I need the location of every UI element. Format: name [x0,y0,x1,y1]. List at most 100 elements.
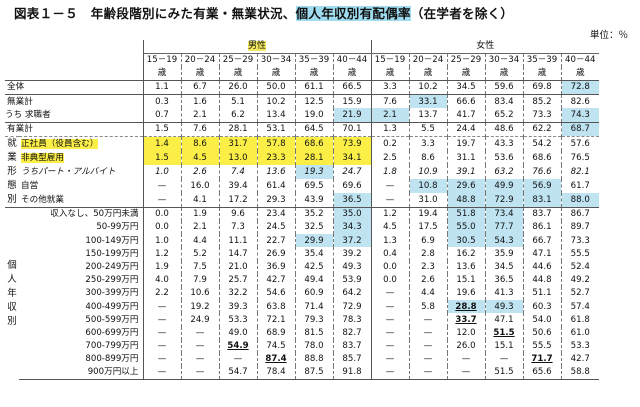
male-value: 24.7 [333,165,371,179]
male-label: 男性 [248,41,266,51]
male-value: 6.2 [219,108,257,122]
male-value: 13.4 [257,108,295,122]
age-unit: 歳 [485,67,523,81]
male-value: 54.7 [219,366,257,380]
data-table: 男性 女性 15－19 20－24 25－29 30－34 35－39 40－44 15－19 2… [5,40,599,380]
table-row: 150-199万円 1.2 5.2 14.7 26.9 35.4 39.2 0.4 2.8 16.… [5,247,599,260]
male-value: 1.9 [181,207,219,221]
female-value: 44.8 [523,274,561,287]
female-value: 77.7 [485,221,523,234]
female-value: 51.8 [447,207,485,221]
female-value: 43.3 [485,136,523,151]
row-label: 500-599万円 [19,313,143,326]
male-value: — [143,340,181,353]
male-value: 83.7 [333,340,371,353]
female-value: 0.4 [371,247,409,260]
male-value: 78.0 [295,340,333,353]
age-unit: 歳 [371,67,409,81]
row-label: 250-299万円 [19,274,143,287]
category-char: 別 [5,193,19,207]
row-label: 400-499万円 [19,300,143,313]
female-value: 1.3 [371,234,409,247]
male-value: 53.9 [333,274,371,287]
age-range: 30－34 [257,54,295,67]
female-value: 59.6 [485,81,523,95]
male-value: — [181,366,219,380]
male-value: 87.4 [257,353,295,366]
male-value: 19.3 [295,165,333,179]
female-value: 2.3 [409,261,447,274]
male-value: 1.4 [143,136,181,151]
male-value: 1.5 [143,122,181,136]
male-value: 8.6 [181,136,219,151]
male-value: 21.0 [219,261,257,274]
male-value: 88.8 [295,353,333,366]
female-value: 30.5 [447,234,485,247]
female-value: 82.1 [561,165,599,179]
row-label: 900万円以上 [19,366,143,380]
age-range: 25－29 [447,54,485,67]
male-value: 54.6 [257,287,295,300]
male-value: 49.4 [295,274,333,287]
female-value: — [409,327,447,340]
female-value: — [371,193,409,208]
male-value: — [143,313,181,326]
male-value: 1.9 [143,261,181,274]
age-range: 15－19 [371,54,409,67]
female-value: 0.0 [371,261,409,274]
female-value: 54.0 [523,313,561,326]
male-value: 7.3 [219,221,257,234]
age-range: 20－24 [409,54,447,67]
male-value: 13.0 [219,151,257,165]
row-label: うち 求職者 [5,108,143,122]
male-value: 0.3 [143,95,181,109]
female-value: 10.8 [409,179,447,193]
male-value: 32.5 [295,221,333,234]
male-value: 26.9 [257,247,295,260]
male-value: 1.1 [143,81,181,95]
table-row: 就業形態別正社員（役員含む） 1.4 8.6 31.7 57.8 68.6 73.9 0.2 3… [5,136,599,151]
male-value: 2.6 [181,165,219,179]
male-value: 37.2 [333,234,371,247]
male-value: 82.7 [333,327,371,340]
header-corner [5,40,19,54]
male-value: 79.3 [295,313,333,326]
age-unit: 歳 [219,67,257,81]
table-row: 400-499万円 —19.2 39.3 63.8 71.4 72.9—5.8 28.8 49… [5,300,599,313]
female-value: 72.9 [485,193,523,208]
male-value: — [181,327,219,340]
male-value: 12.5 [295,95,333,109]
female-value: 55.0 [447,221,485,234]
female-value: 60.3 [523,300,561,313]
female-value: 85.2 [523,95,561,109]
male-value: 70.1 [333,122,371,136]
header-blank [5,54,19,67]
female-value: — [371,179,409,193]
male-value: 26.0 [219,81,257,95]
female-value: — [485,353,523,366]
female-value: 0.2 [371,136,409,151]
male-value: 2.1 [181,221,219,234]
female-value: 69.8 [523,81,561,95]
female-value: 5.8 [409,300,447,313]
female-value: 49.9 [485,179,523,193]
male-value: 0.7 [143,108,181,122]
male-value: 43.9 [295,193,333,208]
female-value: 0.0 [371,274,409,287]
female-value: 63.2 [485,165,523,179]
female-value: 39.1 [447,165,485,179]
female-value: 62.2 [523,122,561,136]
female-value: — [371,300,409,313]
age-range: 35－39 [295,54,333,67]
age-unit: 歳 [447,67,485,81]
female-value: 72.8 [561,81,599,95]
female-value: 6.9 [409,234,447,247]
male-value: 29.9 [295,234,333,247]
female-value: 57.6 [561,136,599,151]
female-value: — [409,366,447,380]
male-value: 87.5 [295,366,333,380]
female-value: 65.2 [485,108,523,122]
male-value: 5.1 [219,95,257,109]
male-value: 11.1 [219,234,257,247]
female-value: 4.4 [409,287,447,300]
